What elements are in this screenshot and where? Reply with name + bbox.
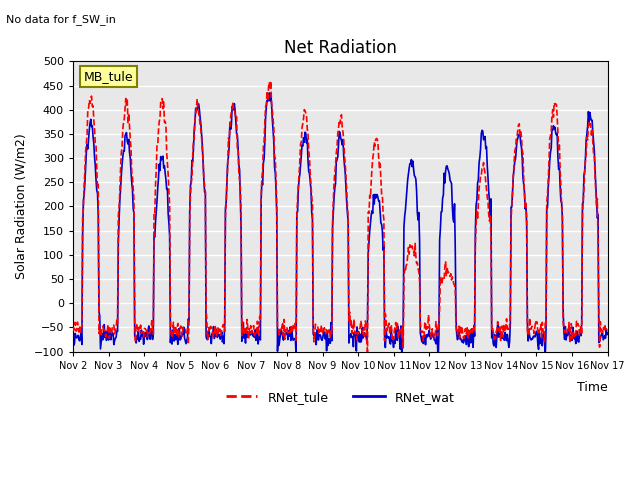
Text: MB_tule: MB_tule (84, 70, 133, 83)
Line: RNet_wat: RNet_wat (73, 93, 608, 361)
Y-axis label: Solar Radiation (W/m2): Solar Radiation (W/m2) (15, 133, 28, 279)
RNet_wat (188, 157, 196, 163)
RNet_wat (604, 331, 612, 336)
RNet_wat (69, 333, 77, 338)
RNet_wat (134, 336, 141, 342)
RNet_tule (216, 326, 224, 332)
RNet_wat (435, 359, 442, 364)
Text: No data for f_SW_in: No data for f_SW_in (6, 14, 116, 25)
RNet_tule (134, 325, 141, 331)
X-axis label: Time: Time (577, 381, 608, 394)
RNet_tule (364, 353, 371, 359)
Legend: RNet_tule, RNet_wat: RNet_tule, RNet_wat (221, 386, 460, 409)
RNet_tule (422, 328, 430, 334)
RNet_tule (267, 78, 275, 84)
Line: RNet_tule: RNet_tule (73, 81, 608, 356)
RNet_tule (407, 246, 415, 252)
RNet_tule (604, 327, 612, 333)
RNet_tule (69, 324, 77, 330)
RNet_wat (406, 161, 413, 167)
RNet_tule (79, 214, 86, 220)
Title: Net Radiation: Net Radiation (284, 39, 397, 57)
RNet_wat (79, 232, 86, 238)
RNet_wat (216, 336, 224, 342)
RNet_wat (422, 342, 429, 348)
RNet_wat (266, 90, 273, 96)
RNet_tule (188, 174, 196, 180)
